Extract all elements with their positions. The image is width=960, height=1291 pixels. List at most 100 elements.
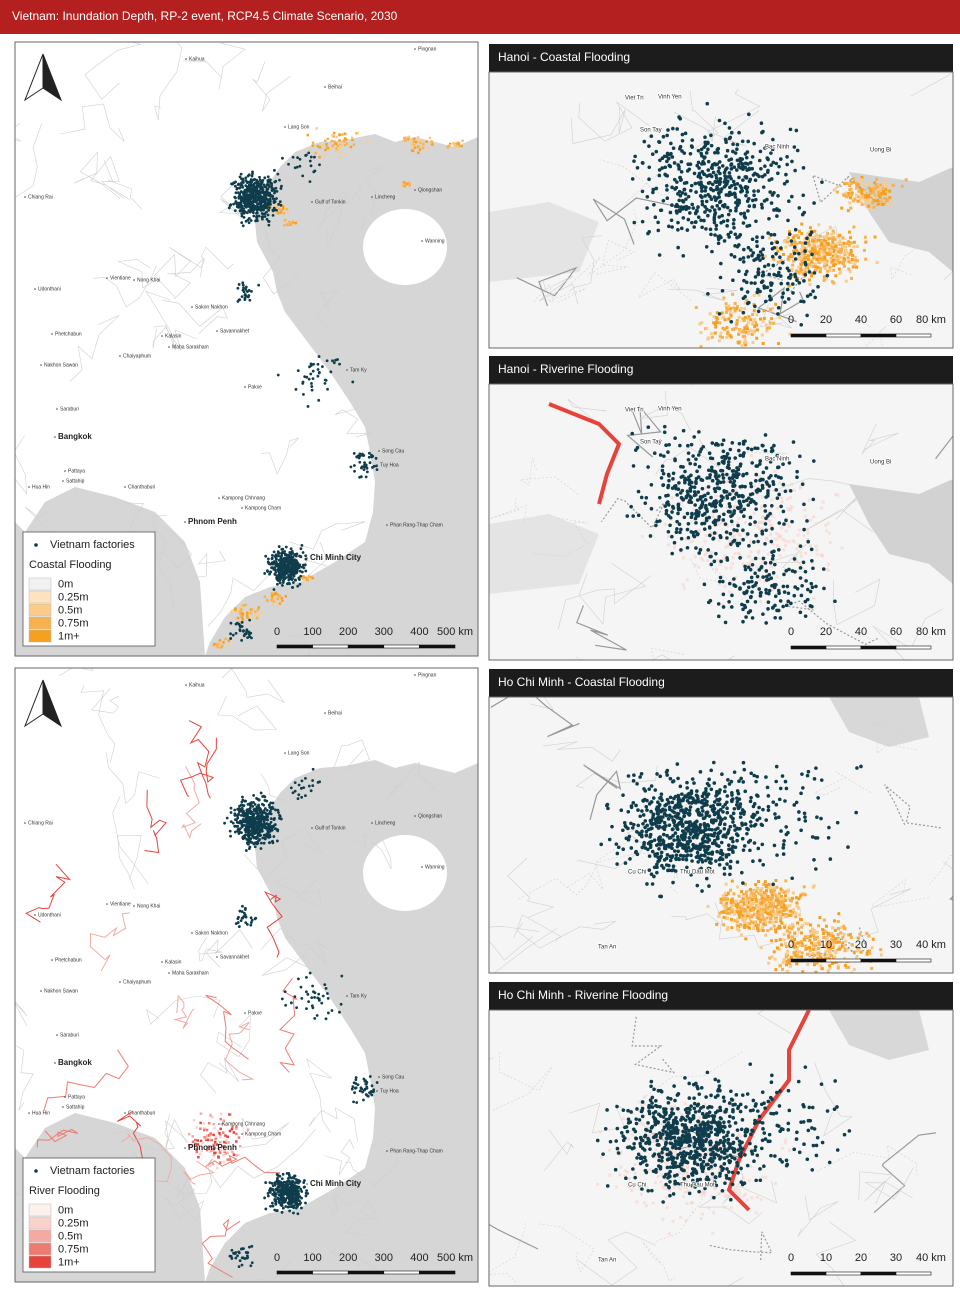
road [69,315,120,382]
place-label: Bac Ninh [765,145,789,151]
factory [251,804,255,808]
flood-patch [876,199,880,203]
flood-patch [704,496,708,500]
factory [243,913,247,917]
road [329,1250,379,1271]
factory [242,290,246,294]
place-label: Sattahip [66,1104,85,1110]
flood-patch [226,1135,229,1139]
factory [671,126,675,131]
factory [666,450,670,454]
factory [258,193,262,197]
factory [295,566,299,570]
factory [291,791,295,795]
flood-patch [222,641,225,644]
flood-patch [817,260,821,264]
factory [739,504,743,508]
flood-patch [234,1127,238,1130]
factory [754,501,758,506]
flood-patch [351,138,354,142]
road [262,946,333,976]
factory [692,435,696,439]
flood-patch [227,1141,230,1144]
factory [743,484,747,489]
factory [769,297,773,301]
road [273,876,322,907]
hills [489,514,599,594]
flood-patch [803,246,807,250]
flood-patch [196,1143,200,1146]
flood-patch [202,1128,206,1132]
flood-patch [772,321,776,325]
flood-patch [215,1143,219,1146]
place-label: Phetchabun [55,957,82,963]
flood-patch [283,224,286,227]
flood-patch [715,531,719,535]
factory [727,456,732,461]
place-label: Kampong Chhnang [222,495,265,501]
factory [352,451,356,455]
factory [678,178,683,182]
factory [723,121,727,126]
factory [296,797,300,801]
flood-patch [839,256,843,260]
flood-patch [826,562,830,566]
factory [734,208,738,213]
place-dot [386,524,388,526]
factory [725,536,729,540]
flood-patch [853,256,857,260]
factory [697,430,701,434]
factory [715,486,720,490]
factory [723,168,728,172]
flood-patch [874,183,878,187]
flood-patch [795,250,799,254]
flood-patch [842,251,846,255]
factory [755,235,759,239]
factory [247,807,251,811]
flood-patch [860,175,864,179]
flood-patch [883,197,887,201]
factory [721,605,726,609]
scale-label: 400 [410,626,428,638]
factory [745,185,750,190]
factory [764,569,769,573]
factory [770,193,775,197]
road [334,407,372,437]
road [190,246,234,270]
place-label: Song Cau [382,1074,404,1080]
flood-patch [744,535,748,539]
factory [759,121,764,126]
factory [354,1078,358,1082]
factory [245,837,249,841]
flood-patch [841,262,845,266]
factory [249,916,253,920]
flood-patch [852,180,856,184]
factory [253,802,257,806]
factory [775,273,779,278]
factory [365,1086,369,1090]
factory [302,1181,306,1185]
factory [727,126,732,130]
flood-patch [803,508,807,512]
factory [279,555,283,559]
factory [267,223,271,227]
factory [741,178,745,182]
road [325,1192,363,1218]
factory [739,211,743,216]
flood-patch [237,1153,240,1157]
road [154,246,192,299]
factory [240,184,244,187]
factory [302,393,305,396]
flood-patch [852,240,856,244]
flood-patch [238,621,241,624]
factory [245,809,249,812]
factory [706,159,711,164]
factory [717,166,721,170]
factory [763,448,768,453]
factory [251,814,255,818]
factory [704,227,708,231]
factory [261,188,265,192]
flood-patch [343,143,347,147]
flood-patch [245,614,249,617]
factory [233,195,237,199]
